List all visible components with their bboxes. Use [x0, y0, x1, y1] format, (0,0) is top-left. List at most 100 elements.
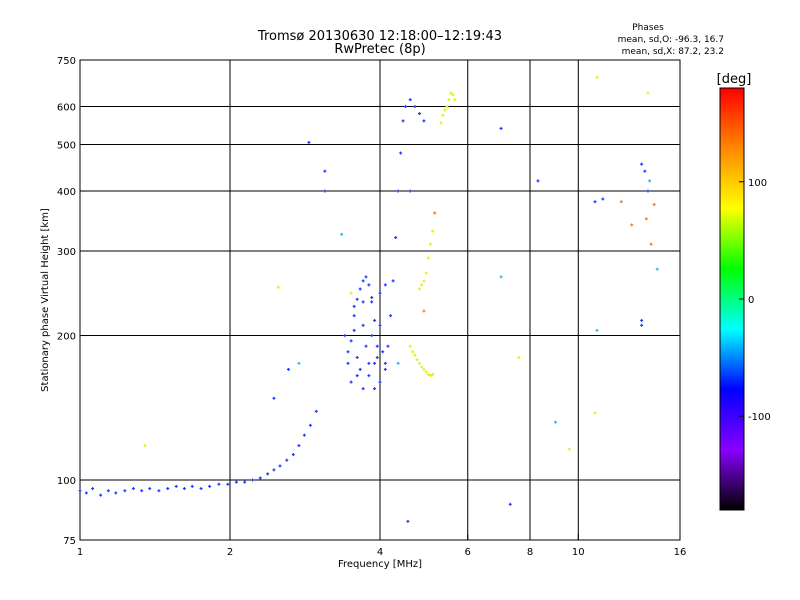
- data-point: [323, 169, 327, 173]
- data-point: [411, 350, 415, 354]
- data-point: [373, 387, 377, 391]
- data-point: [536, 179, 540, 183]
- data-point: [148, 487, 152, 491]
- data-point: [443, 108, 447, 112]
- data-point: [286, 367, 290, 371]
- plot-area: 1 2 4 6 8 10 16 75 100 200 300 400 500 600 750: [57, 56, 686, 558]
- data-points: [78, 75, 659, 523]
- data-point: [422, 279, 426, 283]
- data-point: [415, 358, 419, 362]
- data-point: [386, 344, 390, 348]
- grid-lines: [80, 60, 680, 540]
- data-point: [140, 489, 144, 493]
- data-point: [361, 300, 365, 304]
- data-point: [361, 279, 365, 283]
- data-point: [383, 361, 387, 365]
- data-point: [302, 433, 306, 437]
- chart-subtitle: RwPretec (8p): [334, 42, 425, 57]
- data-point: [593, 411, 597, 415]
- data-point: [358, 367, 362, 371]
- data-point: [355, 297, 359, 301]
- colorbar-tick-label: 0: [748, 295, 754, 306]
- data-point: [630, 223, 634, 227]
- colorbar-ticks: 100 0 -100: [739, 178, 771, 423]
- y-tick-label: 600: [57, 103, 76, 114]
- data-point: [375, 344, 379, 348]
- colorbar-tick-label: -100: [748, 412, 771, 423]
- data-point: [349, 380, 353, 384]
- data-point: [373, 318, 377, 322]
- data-point: [278, 464, 282, 468]
- data-point: [595, 328, 599, 332]
- data-point: [406, 519, 410, 523]
- y-tick-label: 750: [57, 56, 76, 67]
- data-point: [323, 189, 327, 193]
- data-point: [593, 200, 597, 204]
- data-point: [355, 374, 359, 378]
- y-axis-label: Stationary phase Virtual Height [km]: [40, 208, 51, 392]
- data-point: [408, 189, 412, 193]
- data-point: [199, 487, 203, 491]
- data-point: [308, 423, 312, 427]
- data-point: [291, 453, 295, 457]
- axis-ticks: 1 2 4 6 8 10 16 75 100 200 300 400 500 600 750: [57, 56, 686, 558]
- x-tick-label: 8: [527, 547, 533, 558]
- data-point: [182, 487, 186, 491]
- stats-x-mode: mean, sd,X: 87.2, 23.2: [622, 47, 724, 57]
- data-point: [367, 361, 371, 365]
- data-point: [364, 275, 368, 279]
- data-point: [422, 119, 426, 123]
- data-point: [131, 487, 135, 491]
- data-point: [272, 468, 276, 472]
- data-point: [243, 480, 247, 484]
- colorbar-title: [deg]: [717, 72, 752, 87]
- data-point: [340, 232, 344, 236]
- data-point: [417, 287, 421, 291]
- data-point: [375, 355, 379, 359]
- data-point: [143, 444, 147, 448]
- data-point: [422, 367, 426, 371]
- data-point: [99, 493, 103, 497]
- data-point: [646, 189, 650, 193]
- data-point: [114, 491, 118, 495]
- data-point: [91, 487, 95, 491]
- data-point: [166, 487, 170, 491]
- y-tick-label: 500: [57, 141, 76, 152]
- data-point: [394, 236, 398, 240]
- data-point: [408, 98, 412, 102]
- data-point: [370, 300, 374, 304]
- data-point: [428, 242, 432, 246]
- data-point: [640, 318, 644, 322]
- data-point: [297, 444, 301, 448]
- data-point: [433, 211, 437, 215]
- data-point: [258, 476, 262, 480]
- data-point: [619, 200, 623, 204]
- y-tick-label: 400: [57, 187, 76, 198]
- data-point: [78, 489, 82, 493]
- y-tick-label: 75: [63, 536, 76, 547]
- data-point: [420, 365, 424, 369]
- data-point: [451, 93, 455, 97]
- data-point: [367, 374, 371, 378]
- data-point: [84, 491, 88, 495]
- data-point: [266, 472, 270, 476]
- data-point: [358, 287, 362, 291]
- data-point: [272, 396, 276, 400]
- data-point: [234, 480, 238, 484]
- x-tick-label: 6: [465, 547, 471, 558]
- data-point: [649, 242, 653, 246]
- data-point: [567, 447, 571, 451]
- data-point: [413, 105, 417, 109]
- data-point: [426, 256, 430, 260]
- data-point: [401, 119, 405, 123]
- data-point: [208, 484, 212, 488]
- data-point: [307, 140, 311, 144]
- data-point: [174, 484, 178, 488]
- data-point: [346, 361, 350, 365]
- data-point: [383, 367, 387, 371]
- data-point: [643, 169, 647, 173]
- data-point: [297, 361, 301, 365]
- x-axis-label: Frequency [MHz]: [338, 559, 422, 570]
- data-point: [373, 361, 377, 365]
